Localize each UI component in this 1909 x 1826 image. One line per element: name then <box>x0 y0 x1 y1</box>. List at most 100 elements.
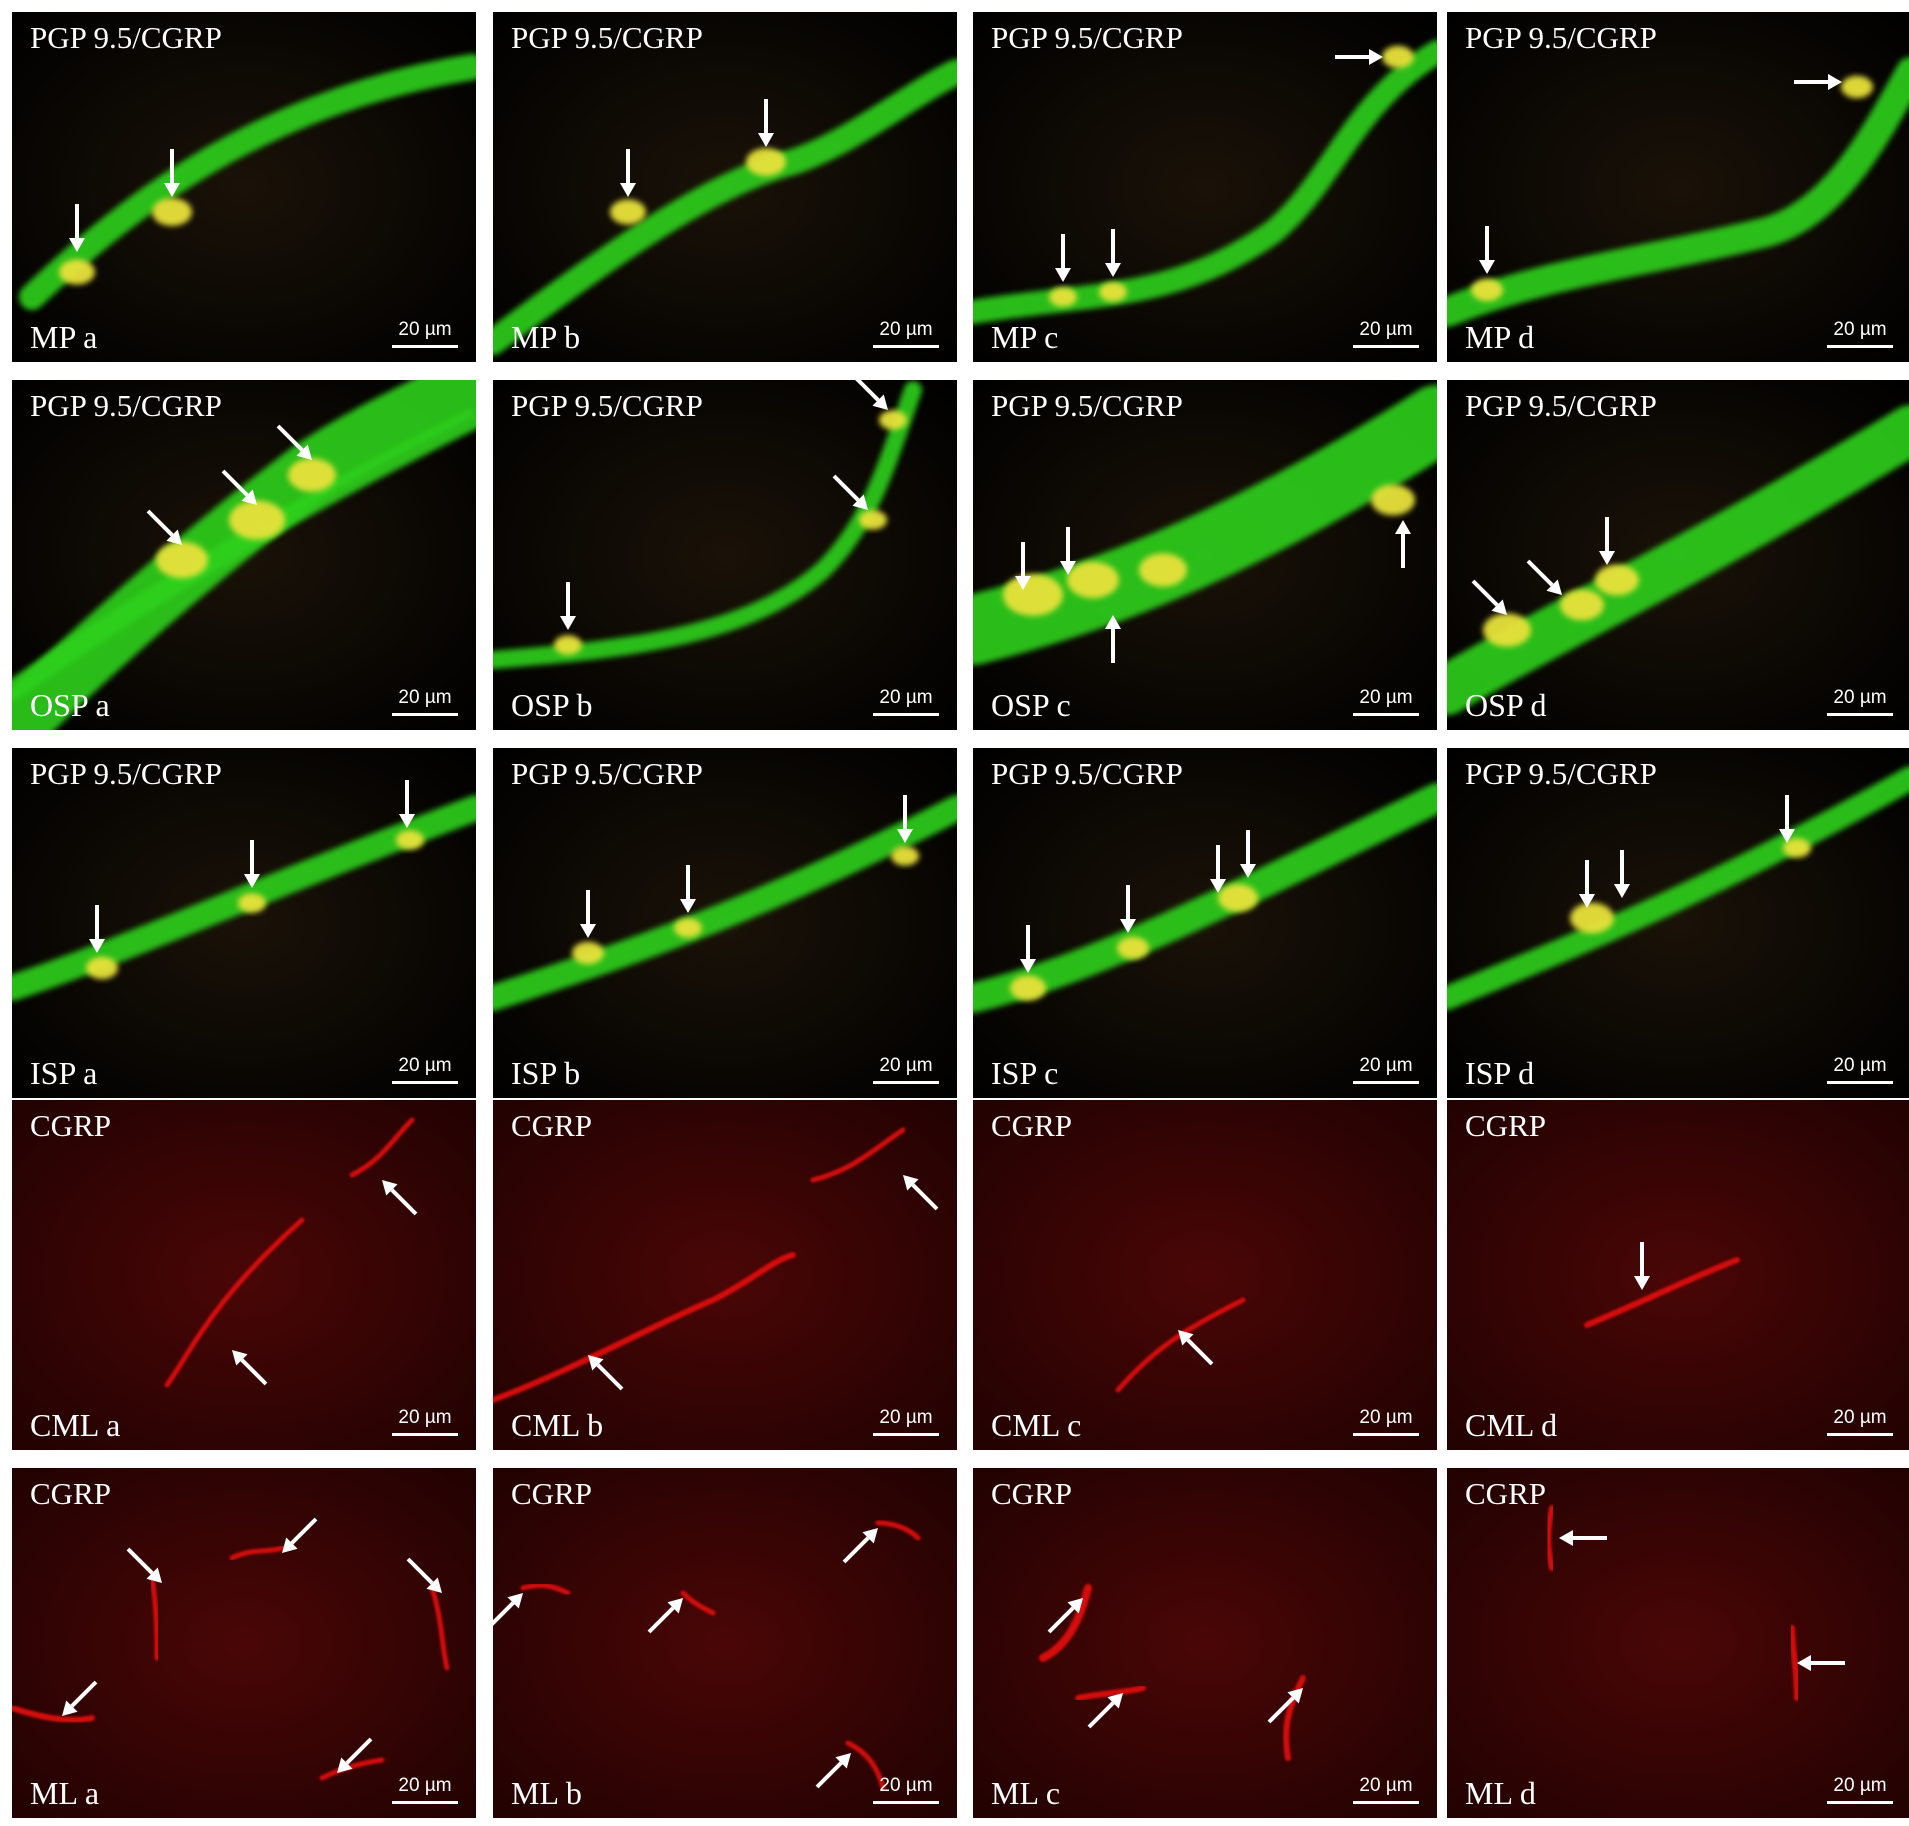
colocalized-neuron <box>891 846 919 866</box>
nerve-ganglion <box>493 381 922 669</box>
colocalized-neuron <box>1471 278 1503 302</box>
annotation-arrow <box>1240 830 1256 878</box>
annotation-arrow <box>1779 795 1795 843</box>
nerve-ganglion <box>1447 57 1909 327</box>
stain-title: PGP 9.5/CGRP <box>30 20 222 55</box>
scale-bar-line <box>1353 345 1419 348</box>
scale-bar-line <box>1827 713 1893 716</box>
colocalized-neuron <box>152 198 192 226</box>
colocalized-neuron <box>1841 75 1873 99</box>
panel-label: OSP a <box>30 687 110 723</box>
annotation-arrow <box>1087 1693 1123 1729</box>
annotation-arrow <box>244 840 260 888</box>
stain-title: PGP 9.5/CGRP <box>991 756 1183 791</box>
annotation-arrow <box>164 149 180 197</box>
nerve-ganglion <box>12 795 476 1001</box>
cgrp-fiber <box>429 1585 450 1671</box>
annotation-arrow <box>1471 579 1507 615</box>
cgrp-fiber <box>149 1575 160 1661</box>
scale-bar-label: 20 µm <box>879 1055 933 1076</box>
annotation-arrow <box>897 795 913 843</box>
scale-bar-line <box>873 1433 939 1436</box>
cgrp-fiber <box>1789 1625 1800 1701</box>
annotation-arrow <box>560 582 576 630</box>
colocalized-neuron <box>1382 45 1414 69</box>
scale-bar-label: 20 µm <box>1833 687 1887 708</box>
micrograph-image <box>493 1468 957 1818</box>
micrograph-image <box>12 380 476 730</box>
scale-bar-label: 20 µm <box>1833 1055 1887 1076</box>
colocalized-neuron <box>1003 574 1063 616</box>
colocalized-neuron <box>229 500 285 540</box>
scale-bar-label: 20 µm <box>1359 1407 1413 1428</box>
panel-label: ISP d <box>1465 1055 1535 1091</box>
scale-bar-line <box>392 1433 458 1436</box>
colocalized-neuron <box>156 541 208 579</box>
micrograph-image <box>1447 1100 1909 1450</box>
colocalized-neuron <box>1099 282 1127 302</box>
micrograph-image <box>1447 1468 1909 1818</box>
cgrp-fiber <box>229 1545 285 1561</box>
colocalized-neuron <box>1010 975 1046 1001</box>
cgrp-fiber <box>845 1740 886 1791</box>
annotation-arrow <box>493 1593 523 1626</box>
scale-bar: 20 µm <box>873 1055 939 1084</box>
stain-title: CGRP <box>991 1476 1072 1511</box>
tissue-background <box>1447 1100 1909 1450</box>
panel-label: ISP b <box>511 1055 581 1091</box>
tissue-background <box>12 1468 476 1818</box>
scale-bar-label: 20 µm <box>879 1407 933 1428</box>
annotation-arrow <box>126 1547 162 1583</box>
annotation-arrow <box>232 1350 268 1386</box>
panel-label: CML b <box>511 1407 604 1443</box>
cgrp-fiber <box>875 1520 921 1541</box>
micrograph-image <box>12 1468 476 1818</box>
scale-bar-line <box>1353 713 1419 716</box>
annotation-arrow <box>1020 925 1036 973</box>
scale-bar-line <box>873 1081 939 1084</box>
micrograph-panel: CGRP ML d 20 µm <box>1447 1468 1909 1818</box>
stain-title: PGP 9.5/CGRP <box>1465 756 1657 791</box>
annotation-arrow <box>1060 527 1076 575</box>
panel-label: MP a <box>30 319 98 355</box>
micrograph-image <box>493 12 957 362</box>
annotation-arrow <box>1614 850 1630 898</box>
stain-title: CGRP <box>991 1108 1072 1143</box>
scale-bar: 20 µm <box>392 1775 458 1804</box>
micrograph-image <box>973 380 1437 730</box>
micrograph-panel: CGRP CML c 20 µm <box>973 1100 1437 1450</box>
annotation-arrow <box>620 149 636 197</box>
scale-bar: 20 µm <box>1827 319 1893 348</box>
scale-bar-line <box>1353 1801 1419 1804</box>
panel-label: OSP b <box>511 687 593 723</box>
micrograph-image <box>12 1100 476 1450</box>
panel-label: CML c <box>991 1407 1082 1443</box>
micrograph-panel: PGP 9.5/CGRP OSP b 20 µm <box>493 380 957 730</box>
stain-title: PGP 9.5/CGRP <box>991 388 1183 423</box>
annotation-arrow <box>1395 520 1411 568</box>
scale-bar-label: 20 µm <box>1833 319 1887 340</box>
tissue-background <box>493 380 957 730</box>
annotation-arrow <box>842 1528 878 1564</box>
micrograph-panel: CGRP ML a 20 µm <box>12 1468 476 1818</box>
panel-label: ML a <box>30 1775 100 1811</box>
cgrp-fiber <box>680 1590 716 1616</box>
colocalized-neuron <box>1595 564 1639 596</box>
micrograph-image <box>1447 12 1909 362</box>
stain-title: PGP 9.5/CGRP <box>511 20 703 55</box>
scale-bar-label: 20 µm <box>879 687 933 708</box>
scale-bar-label: 20 µm <box>1833 1775 1887 1796</box>
nerve-ganglion <box>1447 405 1909 715</box>
annotation-arrow <box>588 1355 624 1391</box>
colocalized-neuron <box>1139 553 1187 587</box>
micrograph-panel: PGP 9.5/CGRP OSP d 20 µm <box>1447 380 1909 730</box>
annotation-arrow <box>62 1680 98 1716</box>
tissue-background <box>493 1100 957 1450</box>
panel-label: OSP c <box>991 687 1071 723</box>
colocalized-neuron <box>674 918 702 938</box>
colocalized-neuron <box>1570 902 1614 934</box>
annotation-arrow <box>1105 229 1121 277</box>
annotation-arrow <box>1267 1688 1303 1724</box>
annotation-arrow <box>1055 234 1071 282</box>
annotation-arrow <box>276 424 312 460</box>
